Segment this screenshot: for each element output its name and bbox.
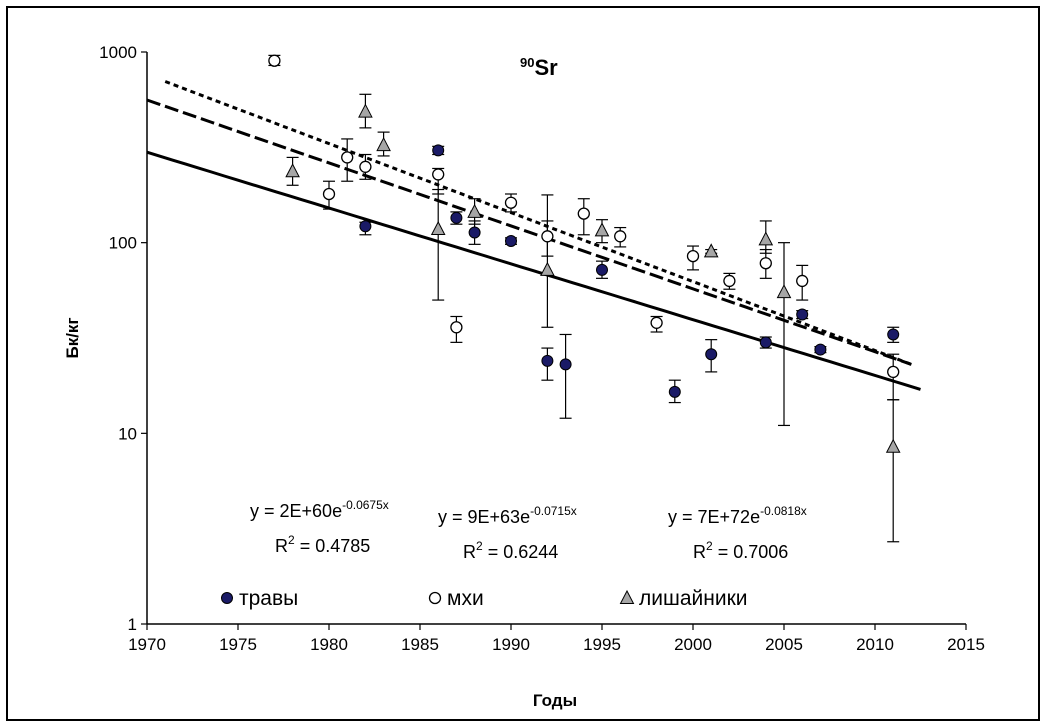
data-point-circle-filled [814,343,827,356]
data-point-circle-filled [887,328,900,341]
legend: травы мхи лишайники [221,587,748,610]
x-tick-label: 1995 [583,635,621,654]
legend-marker-circle-open [428,591,442,605]
data-point-circle-open [650,316,663,329]
trendline-r2: R2 = 0.6244 [463,539,558,562]
y-tick-label: 10 [118,424,137,443]
data-point-circle-open [450,321,463,334]
data-point-circle-open [723,274,736,288]
data-point-circle-open [432,168,445,181]
data-point-circle-filled [468,226,481,239]
data-point-circle-open [359,160,372,173]
data-point-triangle [776,284,792,299]
data-point-triangle [703,243,719,258]
data-point-circle-filled [705,348,718,361]
data-point-triangle [376,136,391,152]
y-tick-label: 1000 [99,43,137,62]
data-point-triangle [594,222,610,237]
x-axis-title: Годы [533,691,577,710]
data-point-triangle [885,438,901,453]
data-point-circle-filled [759,336,772,349]
x-tick-label: 2005 [765,635,803,654]
data-point-circle-open [796,274,809,288]
data-point-circle-open [759,257,772,270]
data-point-circle-filled [796,308,809,321]
data-point-circle-open [504,196,518,209]
labels: 90Sr Годы Бк/кг [63,55,577,710]
trendlines [146,80,921,391]
x-tick-label: 1985 [401,635,439,654]
chart-title-main: Sr [534,55,558,80]
x-tick-label: 1990 [492,635,530,654]
data-point-triangle [285,163,300,178]
legend-label: травы [239,587,298,610]
data-point-circle-filled [505,235,517,248]
data-point-circle-open [577,207,590,220]
y-tick-label: 100 [109,234,137,253]
chart-frame [6,6,1040,721]
trendline-r2: R2 = 0.7006 [693,539,788,562]
data-point-circle-open [614,230,627,243]
data-point-circle-open [268,54,281,67]
data-point-circle-open [341,151,354,164]
x-tick-label: 2000 [674,635,712,654]
x-tick-label: 2010 [856,635,894,654]
data-point-circle-filled [668,385,681,398]
trendline-equations: y = 2E+60e-0.0675x R2 = 0.4785 y = 9E+63e-… [250,498,807,562]
data-point-circle-filled [541,354,554,367]
trendline-r2: R2 = 0.4785 [275,533,370,556]
legend-label: лишайники [639,587,748,610]
data-point-triangle [467,203,482,218]
data-point-circle-filled [432,144,445,157]
trendline-dashed [146,98,912,366]
trendline-equation: y = 7E+72e-0.0818x [668,504,807,527]
trendline-dotted [164,80,912,366]
data-point-triangle [540,261,555,276]
legend-marker-triangle [619,589,635,604]
trendline-equation: y = 9E+63e-0.0715x [438,504,577,527]
data-point-circle-filled [450,211,463,224]
markers [268,54,901,453]
x-tick-label: 1970 [128,635,166,654]
legend-marker-circle-filled [221,592,233,604]
legend-label: мхи [447,587,484,610]
x-tick-label: 2015 [947,635,985,654]
ticks: 1970 1975 1980 1985 1990 1995 2000 2005 2010 2015… [99,43,985,654]
data-point-triangle [758,231,774,246]
trendline-equation: y = 2E+60e-0.0675x [250,498,389,521]
chart-title: 90Sr [520,55,558,80]
data-point-triangle [358,103,373,118]
data-point-circle-filled [359,220,372,233]
data-point-circle-open [887,365,900,379]
y-axis-title: Бк/кг [63,317,82,358]
data-point-circle-open [686,249,700,263]
x-tick-label: 1980 [310,635,348,654]
data-point-circle-open [541,230,554,243]
error-bars [268,54,900,543]
trendline-solid [146,150,921,391]
data-point-triangle [430,220,446,235]
data-point-circle-filled [559,358,572,371]
chart-title-superscript: 90 [520,55,534,70]
x-tick-label: 1975 [219,635,257,654]
axes [146,52,966,625]
y-tick-label: 1 [128,615,137,634]
data-point-circle-filled [596,263,608,276]
data-point-circle-open [322,187,336,201]
